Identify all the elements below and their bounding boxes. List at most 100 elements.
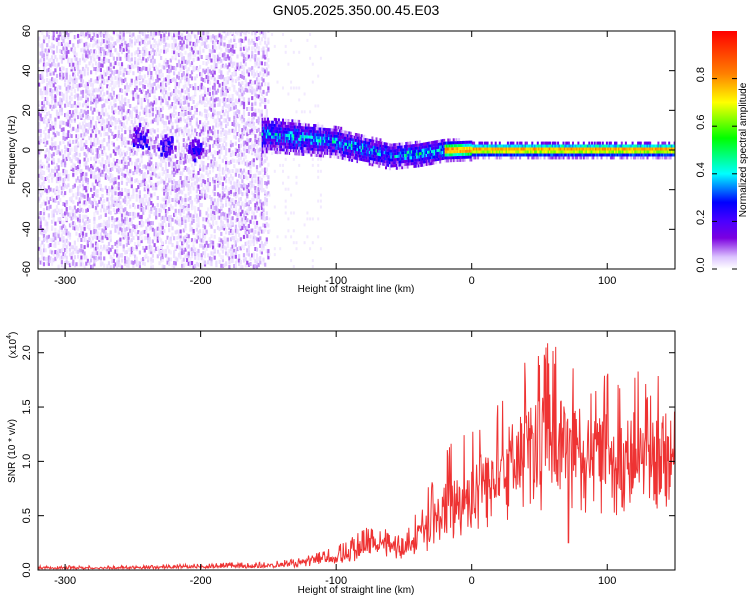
spectrogram-cell xyxy=(189,185,192,190)
spectrogram-cell xyxy=(155,164,158,169)
spectrogram-cell xyxy=(70,211,73,216)
spectrogram-cell xyxy=(140,59,143,64)
spectrogram-cell xyxy=(177,245,181,250)
spectrogram-cell xyxy=(78,152,81,157)
spectrogram-cell xyxy=(51,225,54,230)
spectrogram-cell xyxy=(229,189,233,194)
spectrogram-cell xyxy=(220,58,223,63)
spectrogram-cell xyxy=(54,78,57,83)
spectrogram-cell xyxy=(221,263,224,268)
spectrogram-cell xyxy=(242,105,246,110)
spectrogram-cell xyxy=(259,163,262,168)
spectrogram-cell xyxy=(125,85,128,90)
spectrogram-cell xyxy=(114,161,117,166)
spectrogram-cell xyxy=(112,56,115,61)
spectrogram-cell xyxy=(103,49,106,54)
spectrogram-cell xyxy=(129,58,132,63)
spectrogram-cell xyxy=(70,158,73,163)
spectrogram-cell xyxy=(47,163,50,168)
spectrogram-cell xyxy=(68,242,72,247)
spectrogram-cell xyxy=(221,42,224,47)
spectrogram-cell xyxy=(148,64,151,69)
spectrogram-cell xyxy=(107,125,111,130)
spectrogram-cell xyxy=(184,206,187,211)
spectrogram-cell xyxy=(203,140,207,145)
spectrogram-cell xyxy=(246,132,249,137)
spectrogram-cell xyxy=(247,122,250,127)
spectrogram-cell xyxy=(238,127,241,132)
spectrogram-cell xyxy=(150,173,153,178)
spectrogram-cell xyxy=(262,54,265,59)
spectrogram-cell xyxy=(39,113,42,118)
spectrogram-cell xyxy=(195,111,198,115)
spectrogram-cell xyxy=(262,208,265,213)
spectrogram-cell xyxy=(233,164,236,169)
spectrogram-cell xyxy=(78,39,81,44)
spectrogram-cell xyxy=(59,100,62,105)
spectrogram-cell xyxy=(210,240,213,245)
spectrogram-cell xyxy=(49,63,52,68)
spectrogram-cell xyxy=(181,183,184,188)
spectrogram-cell xyxy=(190,130,194,135)
spectrogram-cell xyxy=(86,114,89,119)
spectrogram-cell xyxy=(145,219,148,224)
spectrogram-cell xyxy=(199,95,202,100)
spectrogram-cell xyxy=(111,202,114,207)
spectrogram-cell xyxy=(148,85,151,90)
spectrogram-cell xyxy=(184,79,187,84)
spectrogram-cell xyxy=(68,95,72,100)
spectrogram-cell xyxy=(125,263,128,268)
spectrogram-cell xyxy=(49,256,52,261)
spectrogram-cell xyxy=(64,253,67,258)
spectrogram-cell xyxy=(49,71,52,76)
spectrogram-cell xyxy=(41,31,44,35)
spectrogram-cell xyxy=(218,252,221,257)
spectrogram-cell xyxy=(65,31,68,35)
spectrogram-cell xyxy=(273,44,276,48)
spectrogram-cell xyxy=(223,169,226,174)
spectrogram-cell xyxy=(247,82,250,87)
spectrogram-cell xyxy=(83,119,86,123)
spectrogram-cell xyxy=(101,247,104,252)
spectrogram-cell xyxy=(181,199,184,204)
spectrogram-cell xyxy=(213,86,216,91)
spectrogram-cell xyxy=(163,218,166,223)
spectrogram-cell xyxy=(252,130,255,135)
spectrogram-cell xyxy=(176,119,179,124)
spectrogram-cell xyxy=(228,40,231,45)
spectrogram-cell xyxy=(174,82,177,87)
spectrogram-cell xyxy=(80,176,83,181)
spectrogram-cell xyxy=(290,211,293,215)
spectrogram-cell xyxy=(189,139,192,144)
spectrogram-cell xyxy=(190,182,194,187)
spectrogram-cell xyxy=(47,118,50,123)
spectrogram-cell xyxy=(65,238,68,243)
spectrogram-cell xyxy=(216,97,220,102)
spectrogram-cell xyxy=(265,202,268,207)
spectrogram-cell xyxy=(64,149,67,154)
spectrogram-cell xyxy=(41,46,44,51)
spectrogram-cell xyxy=(62,75,65,80)
spectrogram-cell xyxy=(179,176,182,180)
spectrogram-cell xyxy=(295,86,298,90)
spectrogram-cell xyxy=(238,254,241,259)
spectrogram-cell xyxy=(220,238,223,243)
spectrogram-cell xyxy=(179,160,182,165)
spectrogram-cell xyxy=(62,46,65,51)
spectrogram-cell xyxy=(51,35,54,40)
spectrogram-cell xyxy=(86,67,89,72)
spectrogram-cell xyxy=(88,50,91,55)
spectrogram-cell xyxy=(143,49,146,54)
spectrogram-cell xyxy=(151,86,154,91)
spectrogram-cell xyxy=(72,103,75,108)
spectrogram-cell xyxy=(223,52,226,57)
spectrogram-cell xyxy=(132,235,135,240)
spectrogram-cell xyxy=(57,189,60,194)
spectrogram-cell xyxy=(81,208,85,213)
spectrogram-cell xyxy=(205,171,208,175)
spectrogram-cell xyxy=(197,132,200,137)
spectrogram-cell xyxy=(39,250,42,255)
spectrogram-cell xyxy=(140,153,143,158)
spectrogram-cell xyxy=(160,152,163,157)
spectrogram-cell xyxy=(125,193,128,198)
